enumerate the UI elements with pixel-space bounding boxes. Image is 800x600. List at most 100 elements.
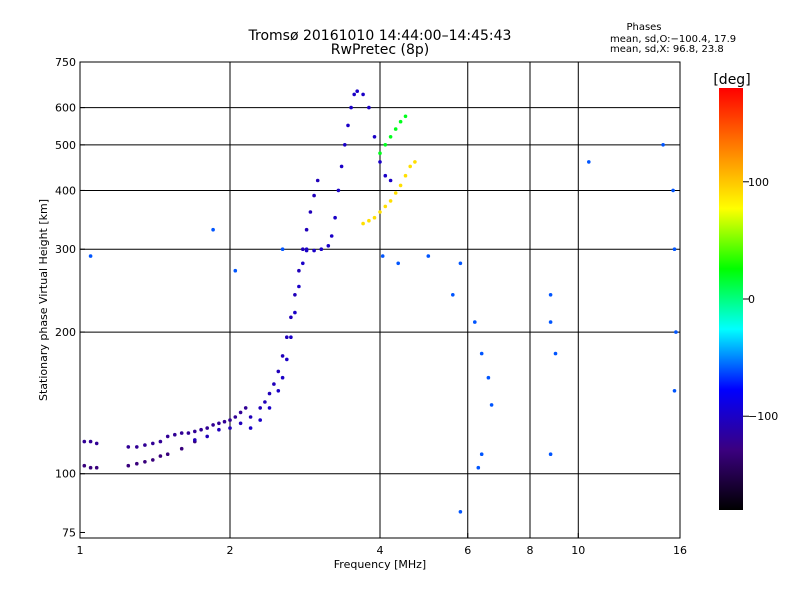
data-point (489, 403, 494, 407)
data-point (179, 446, 184, 451)
y-tick-label: 75 (62, 526, 76, 539)
data-points (82, 89, 678, 514)
data-point (267, 406, 272, 410)
data-point (165, 434, 170, 439)
x-tick-label: 8 (527, 544, 534, 557)
data-point (205, 426, 209, 430)
chart-subtitle: RwPretec (8p) (331, 42, 429, 58)
data-point (587, 160, 591, 164)
data-point (179, 431, 184, 435)
data-point (94, 441, 99, 446)
y-tick-label: 100 (55, 468, 76, 481)
data-point (343, 143, 347, 147)
data-point (383, 173, 388, 178)
data-point (548, 452, 553, 457)
data-point (228, 426, 232, 430)
data-point (553, 351, 558, 356)
data-point (336, 188, 341, 193)
data-point (297, 284, 301, 289)
data-point (222, 419, 227, 424)
data-point (143, 460, 147, 464)
data-point (372, 135, 377, 139)
phases-o-stats: mean, sd,O:−100.4, 17.9 (610, 34, 736, 45)
data-point (267, 391, 272, 396)
data-point (378, 160, 382, 164)
data-point (661, 143, 665, 147)
data-point (315, 178, 320, 183)
data-point (297, 268, 301, 273)
data-point (88, 465, 93, 470)
data-point (304, 248, 309, 253)
data-point (671, 188, 675, 193)
data-point (426, 254, 431, 258)
data-point (263, 400, 267, 404)
data-point (388, 199, 393, 203)
data-point (352, 92, 357, 97)
y-tick-label: 500 (55, 139, 76, 152)
data-point (199, 427, 203, 432)
y-tick-label: 400 (55, 184, 76, 197)
data-point (88, 254, 93, 258)
data-point (308, 210, 313, 214)
data-point (361, 221, 365, 226)
data-point (312, 248, 316, 253)
data-point (388, 178, 393, 183)
data-point (393, 127, 398, 131)
data-point (280, 247, 285, 251)
data-point (193, 429, 197, 434)
data-point (403, 114, 408, 119)
data-point (326, 244, 331, 248)
chart-title: Tromsø 20161010 14:44:00–14:45:43 (248, 28, 512, 44)
y-tick-label: 300 (55, 243, 76, 256)
data-point (217, 427, 221, 432)
colorbar-ticks: 100 0 −100 (743, 176, 778, 423)
data-point (285, 357, 289, 362)
data-point (473, 320, 477, 324)
data-point (458, 261, 463, 266)
data-point (378, 210, 382, 214)
data-point (289, 335, 293, 340)
data-point (285, 335, 289, 340)
data-point (304, 227, 309, 232)
data-point (393, 191, 398, 195)
x-axis-ticks: 1 2 4 6 8 10 16 (77, 533, 687, 557)
data-point (301, 261, 305, 266)
y-tick-label: 200 (55, 326, 76, 339)
data-point (398, 119, 403, 124)
data-point (289, 315, 293, 320)
x-tick-label: 2 (227, 544, 234, 557)
data-point (248, 415, 253, 419)
data-point (548, 320, 553, 324)
x-axis-label: Frequency [MHz] (334, 558, 426, 571)
data-point (165, 452, 170, 457)
data-point (413, 160, 417, 164)
data-point (479, 351, 484, 356)
data-point (238, 410, 243, 415)
phases-title: Phases (626, 22, 661, 33)
data-point (243, 406, 248, 410)
data-point (361, 92, 365, 97)
data-point (293, 310, 297, 315)
y-tick-label: 750 (55, 56, 76, 69)
x-tick-label: 6 (464, 544, 471, 557)
data-point (276, 389, 281, 393)
data-point (186, 431, 191, 435)
data-point (233, 268, 238, 273)
data-point (248, 426, 253, 430)
grid-lines (80, 62, 680, 538)
data-point (372, 215, 377, 220)
data-point (403, 173, 408, 178)
data-point (451, 293, 455, 297)
data-point (378, 151, 382, 155)
x-tick-label: 10 (571, 544, 585, 557)
colorbar-tick-label: −100 (748, 410, 778, 423)
data-point (349, 105, 353, 110)
data-point (94, 465, 99, 470)
colorbar (719, 88, 743, 510)
data-point (408, 164, 413, 169)
colorbar-unit: [deg] (713, 72, 750, 88)
data-point (276, 369, 281, 374)
data-point (329, 234, 334, 238)
